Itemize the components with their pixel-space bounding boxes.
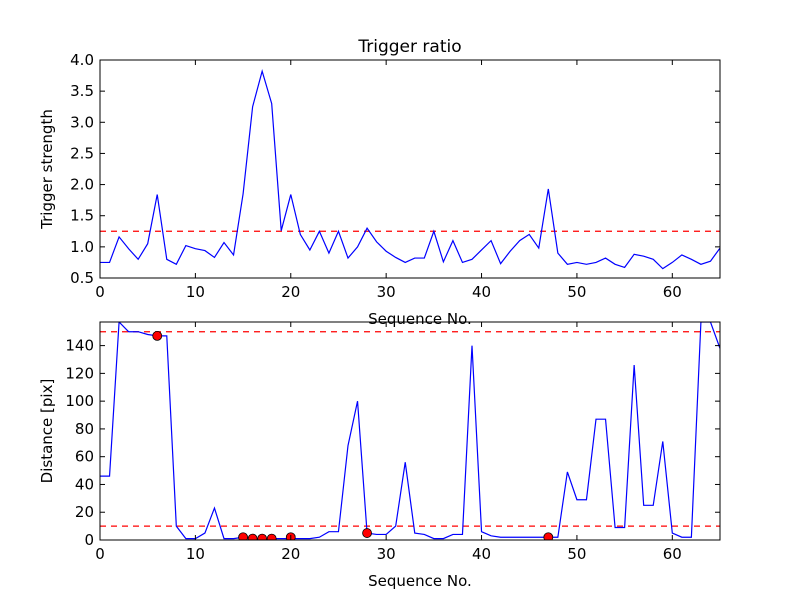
marker-point bbox=[543, 532, 554, 540]
y-tick-label: 2.5 bbox=[70, 144, 94, 162]
y-tick-label: 40 bbox=[75, 475, 94, 493]
plot-frame bbox=[99, 321, 721, 541]
y-axis-label: Trigger strength bbox=[38, 109, 56, 230]
y-tick-label: 120 bbox=[65, 364, 94, 382]
x-tick-label: 10 bbox=[186, 283, 205, 301]
y-tick-label: 2.0 bbox=[70, 176, 94, 194]
x-tick-label: 30 bbox=[377, 545, 396, 563]
x-tick-label: 40 bbox=[472, 283, 491, 301]
x-axis-label: Sequence No. bbox=[368, 310, 472, 328]
y-tick-label: 140 bbox=[65, 337, 94, 355]
y-tick-label: 3.0 bbox=[70, 113, 94, 131]
x-axis-label: Sequence No. bbox=[368, 572, 472, 590]
x-tick-label: 50 bbox=[567, 545, 586, 563]
plot-frame bbox=[99, 59, 721, 279]
y-tick-label: 0 bbox=[84, 531, 94, 549]
bottom-plot: 0 10 20 30 40 50 60 0 20 40 60 80 100 120 140 Sequence … bbox=[38, 321, 721, 590]
series-line bbox=[100, 322, 720, 540]
y-tick-label: 100 bbox=[65, 392, 94, 410]
y-tick-label: 0.5 bbox=[70, 269, 94, 287]
y-tick-label: 1.5 bbox=[70, 207, 94, 225]
y-tick-label: 20 bbox=[75, 503, 94, 521]
x-tick-label: 40 bbox=[472, 545, 491, 563]
y-tick-label: 3.5 bbox=[70, 82, 94, 100]
x-tick-label: 0 bbox=[95, 545, 105, 563]
x-tick-label: 60 bbox=[663, 283, 682, 301]
series-line bbox=[100, 68, 720, 270]
y-tick-label: 4.0 bbox=[70, 51, 94, 69]
y-tick-label: 80 bbox=[75, 420, 94, 438]
x-tick-label: 10 bbox=[186, 545, 205, 563]
marker-point bbox=[238, 532, 248, 540]
y-axis-label: Distance [pix] bbox=[38, 379, 56, 484]
y-tick-label: 60 bbox=[75, 448, 94, 466]
top-plot: 0 10 20 30 40 50 60 0.5 1.0 1.5 2.0 2.5 3.0 3.5 4.0 Seq… bbox=[38, 51, 721, 328]
marker-point bbox=[266, 533, 277, 540]
x-tick-label: 20 bbox=[281, 283, 300, 301]
marker-point bbox=[257, 533, 268, 540]
x-tick-label: 50 bbox=[567, 283, 586, 301]
marker-point bbox=[247, 533, 258, 540]
x-tick-label: 0 bbox=[95, 283, 105, 301]
marker-point bbox=[152, 330, 163, 341]
x-tick-label: 60 bbox=[663, 545, 682, 563]
x-tick-label: 30 bbox=[377, 283, 396, 301]
chart-title: Trigger ratio bbox=[357, 37, 461, 57]
y-tick-label: 1.0 bbox=[70, 238, 94, 256]
x-tick-label: 20 bbox=[281, 545, 300, 563]
marker-point bbox=[362, 528, 372, 538]
